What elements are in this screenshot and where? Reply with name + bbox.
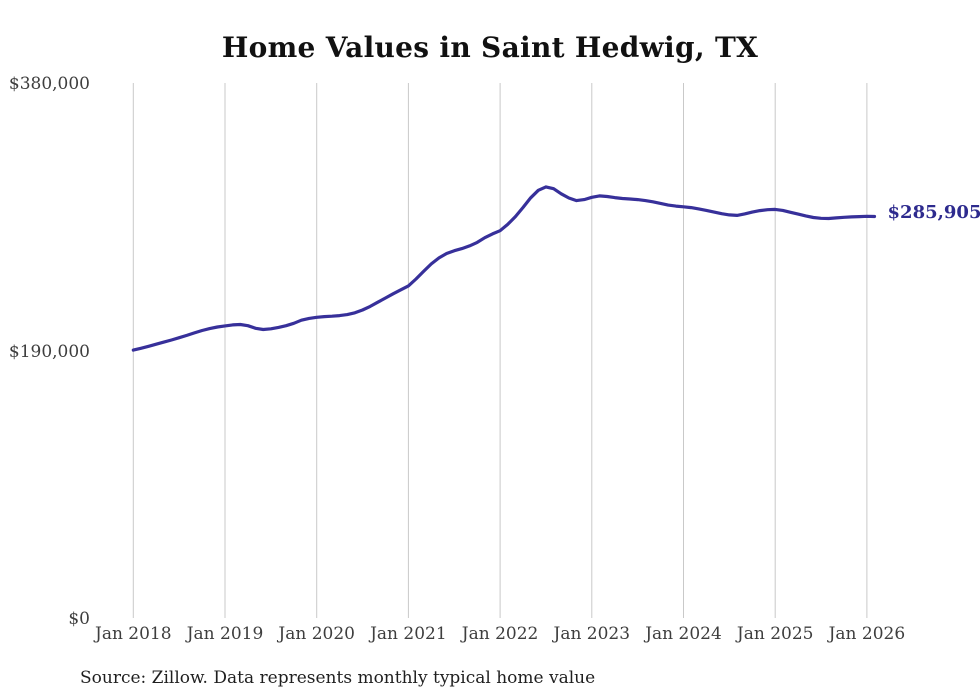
source-note: Source: Zillow. Data represents monthly … [80, 668, 596, 688]
x-axis-tick-label: Jan 2020 [278, 624, 355, 644]
gridlines-group [132, 83, 868, 618]
x-axis-tick-label: Jan 2022 [461, 624, 539, 644]
y-axis-tick-label: $380,000 [8, 74, 90, 94]
y-axis-tick-label: $190,000 [8, 341, 90, 362]
x-axis-tick-label: Jan 2024 [645, 624, 722, 644]
end-value-label: $285,905 [887, 202, 980, 224]
x-axis-tick-label: Jan 2021 [370, 624, 447, 644]
y-axis-tick-label: $0 [68, 609, 90, 629]
home-value-line [131, 185, 877, 352]
x-axis-tick-label: Jan 2019 [186, 624, 264, 644]
x-axis-tick-label: Jan 2025 [736, 624, 814, 644]
x-axis-tick-label: Jan 2018 [95, 624, 172, 644]
x-axis-tick-label: Jan 2026 [828, 624, 906, 644]
series-group [131, 185, 877, 352]
x-axis-tick-label: Jan 2023 [553, 624, 631, 644]
chart-title: Home Values in Saint Hedwig, TX [221, 31, 759, 64]
